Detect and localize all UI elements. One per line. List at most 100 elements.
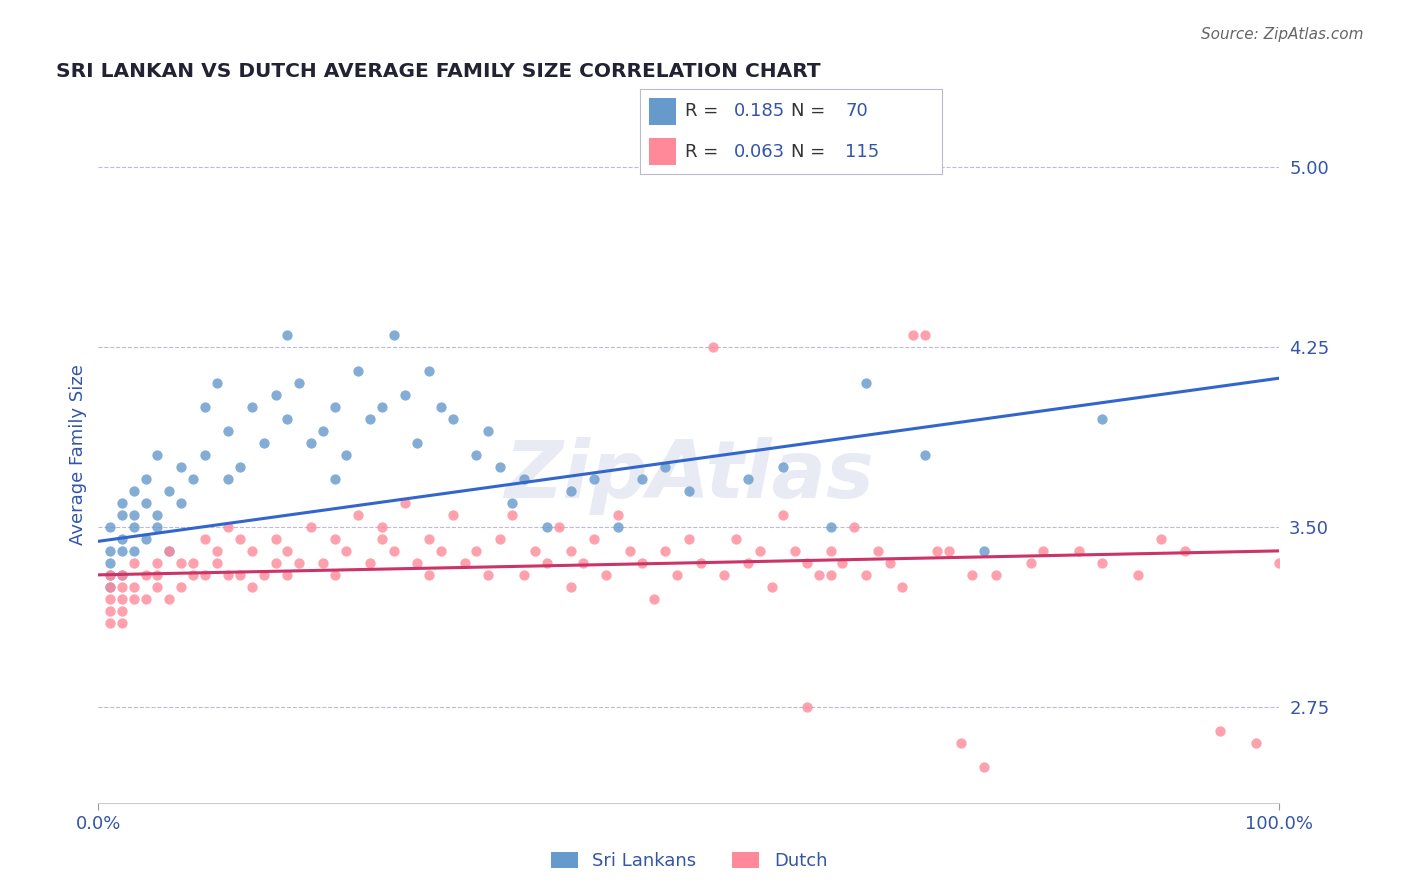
Point (890, 580, 912, 594)
Text: R =: R = (685, 143, 718, 161)
Point (560, 580, 582, 594)
Point (253, 436, 276, 450)
Point (914, 328, 936, 343)
Point (253, 567, 276, 582)
Point (973, 760, 995, 774)
Point (181, 556, 204, 570)
Point (111, 615, 134, 630)
Point (583, 472, 606, 486)
Point (418, 364, 440, 378)
Point (240, 544, 263, 558)
Point (264, 532, 287, 546)
Point (371, 532, 394, 546)
Point (264, 556, 287, 570)
Point (796, 699, 818, 714)
Point (772, 508, 794, 522)
Point (98, 556, 121, 570)
Point (229, 459, 252, 474)
Point (737, 556, 759, 570)
Point (1067, 544, 1090, 558)
Legend: Sri Lankans, Dutch: Sri Lankans, Dutch (543, 845, 835, 877)
Point (98, 591, 121, 606)
Point (524, 544, 547, 558)
Point (217, 424, 239, 438)
Point (1032, 544, 1054, 558)
Point (1244, 736, 1267, 750)
Point (1174, 544, 1197, 558)
Point (630, 556, 652, 570)
Point (122, 591, 145, 606)
Point (111, 496, 134, 510)
Point (820, 544, 842, 558)
Point (288, 556, 311, 570)
Point (643, 591, 665, 606)
Text: N =: N = (790, 103, 825, 120)
Point (135, 567, 157, 582)
Point (406, 436, 429, 450)
Point (323, 567, 346, 582)
Point (418, 567, 440, 582)
Point (1150, 532, 1173, 546)
Point (844, 520, 866, 534)
Point (111, 580, 134, 594)
Point (501, 508, 523, 522)
Point (772, 459, 794, 474)
Point (194, 567, 217, 582)
Point (1268, 556, 1291, 570)
Point (194, 448, 217, 462)
Point (276, 412, 298, 426)
Point (146, 580, 169, 594)
Bar (648, 138, 676, 165)
Point (477, 567, 499, 582)
Point (962, 567, 984, 582)
Point (135, 532, 157, 546)
Point (146, 508, 169, 522)
Point (264, 388, 287, 402)
Point (654, 459, 676, 474)
Point (217, 472, 239, 486)
Point (323, 400, 346, 414)
Point (560, 483, 582, 498)
Point (335, 544, 357, 558)
Point (240, 400, 263, 414)
Point (702, 340, 724, 354)
Point (98, 520, 121, 534)
Point (205, 556, 228, 570)
Text: 70: 70 (845, 103, 868, 120)
Point (229, 532, 252, 546)
Point (785, 544, 807, 558)
Point (465, 448, 488, 462)
Point (122, 556, 145, 570)
Point (347, 364, 370, 378)
Point (630, 472, 652, 486)
Point (949, 736, 972, 750)
Point (382, 328, 405, 343)
Point (430, 544, 453, 558)
Point (737, 472, 759, 486)
Point (666, 567, 689, 582)
Point (678, 483, 700, 498)
Point (111, 544, 134, 558)
Point (135, 472, 157, 486)
Point (146, 556, 169, 570)
Point (181, 567, 204, 582)
Point (761, 580, 783, 594)
Point (359, 556, 381, 570)
Point (536, 556, 558, 570)
Point (938, 544, 960, 558)
Point (820, 567, 842, 582)
Point (135, 496, 157, 510)
Point (1091, 412, 1114, 426)
Point (288, 376, 311, 390)
Point (583, 532, 606, 546)
Point (489, 459, 512, 474)
Point (111, 567, 134, 582)
Point (607, 520, 630, 534)
Point (807, 567, 830, 582)
Point (394, 496, 416, 510)
Point (111, 604, 134, 618)
Point (925, 544, 948, 558)
Point (394, 388, 416, 402)
Point (170, 556, 193, 570)
Point (170, 496, 193, 510)
